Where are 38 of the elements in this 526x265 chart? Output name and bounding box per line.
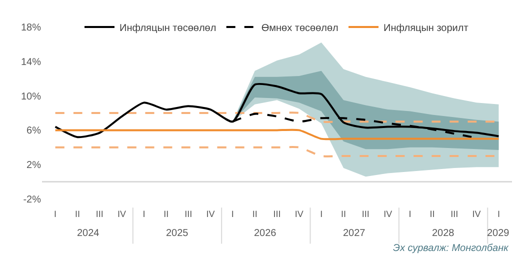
text: Эх сурвалж: Монголбанк (393, 243, 510, 254)
x-tick-label: IV (294, 209, 304, 219)
x-tick-label: IV (472, 209, 481, 219)
x-tick-label: III (450, 209, 458, 219)
y-tick-label: 18% (20, 22, 42, 34)
x-tick-label: III (273, 209, 281, 219)
x-tick-label: I (408, 209, 412, 219)
y-tick-label: 6% (26, 126, 42, 137)
x-tick-label: I (497, 209, 500, 219)
text: 2025 (166, 228, 189, 239)
x-tick-label: II (252, 209, 258, 219)
legend-label: Инфляцын төсөөлөл (120, 22, 216, 34)
x-tick-label: III (362, 209, 370, 219)
text: 2027 (343, 228, 366, 239)
x-tick-label: II (164, 209, 169, 219)
x-tick-label: IV (118, 209, 126, 219)
y-tick-label: -2% (23, 194, 42, 206)
y-tick-label: 10% (20, 91, 42, 102)
legend-label: Инфляцын зорилт (384, 22, 469, 34)
text: 2026 (254, 228, 277, 239)
text: 2024 (77, 228, 100, 239)
x-tick-label: I (320, 209, 323, 219)
y-tick-label: 2% (26, 160, 42, 172)
legend-label: Өмнөх төсөөлөл (261, 22, 339, 34)
line-series (54, 82, 500, 138)
x-tick-label: IV (384, 209, 392, 219)
x-tick-label: II (341, 209, 346, 219)
text: 2029 (487, 228, 510, 239)
x-tick-label: I (142, 209, 146, 219)
y-tick-label: 14% (20, 56, 42, 68)
x-tick-label: I (231, 209, 234, 219)
x-tick-label: II (430, 209, 435, 219)
x-tick-label: III (96, 209, 104, 219)
x-tick-label: I (54, 209, 57, 219)
text: 2028 (432, 228, 455, 239)
x-tick-label: IV (206, 209, 215, 219)
x-tick-label: III (184, 209, 192, 219)
x-tick-label: II (74, 209, 80, 219)
